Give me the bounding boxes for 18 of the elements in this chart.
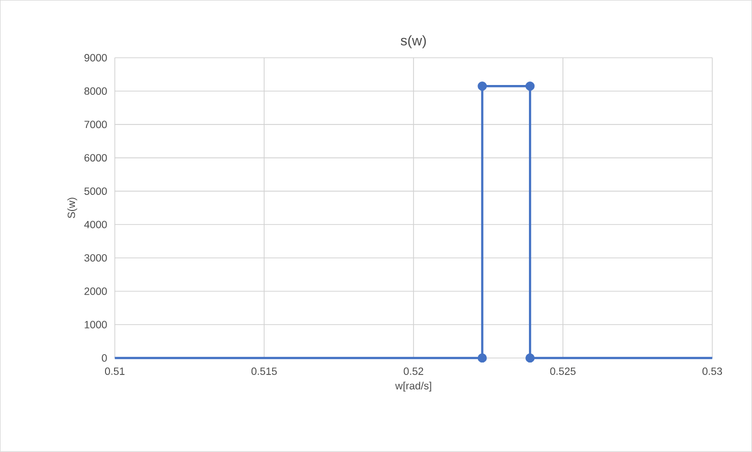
y-tick-label: 5000: [84, 188, 107, 196]
y-tick-label: 1000: [84, 321, 107, 328]
x-tick-label: 0.51: [105, 368, 124, 376]
chart-title: s(w): [400, 35, 426, 48]
x-tick-label: 0.515: [251, 368, 277, 376]
y-tick-label: 2000: [84, 288, 107, 296]
y-axis-title: S(w): [67, 198, 78, 218]
y-tick-label: 0: [102, 354, 107, 362]
y-tick-label: 9000: [84, 54, 107, 62]
y-tick-label: 7000: [84, 120, 107, 128]
y-tick-label: 8000: [84, 88, 107, 95]
x-tick-label: 0.53: [702, 368, 722, 376]
y-tick-label: 6000: [84, 154, 107, 162]
x-axis-title: w[rad/s]: [395, 382, 432, 392]
x-tick-label: 0.525: [550, 368, 576, 376]
y-tick-label: 3000: [84, 254, 107, 262]
x-tick-label: 0.52: [404, 368, 424, 376]
y-tick-label: 4000: [84, 220, 107, 228]
